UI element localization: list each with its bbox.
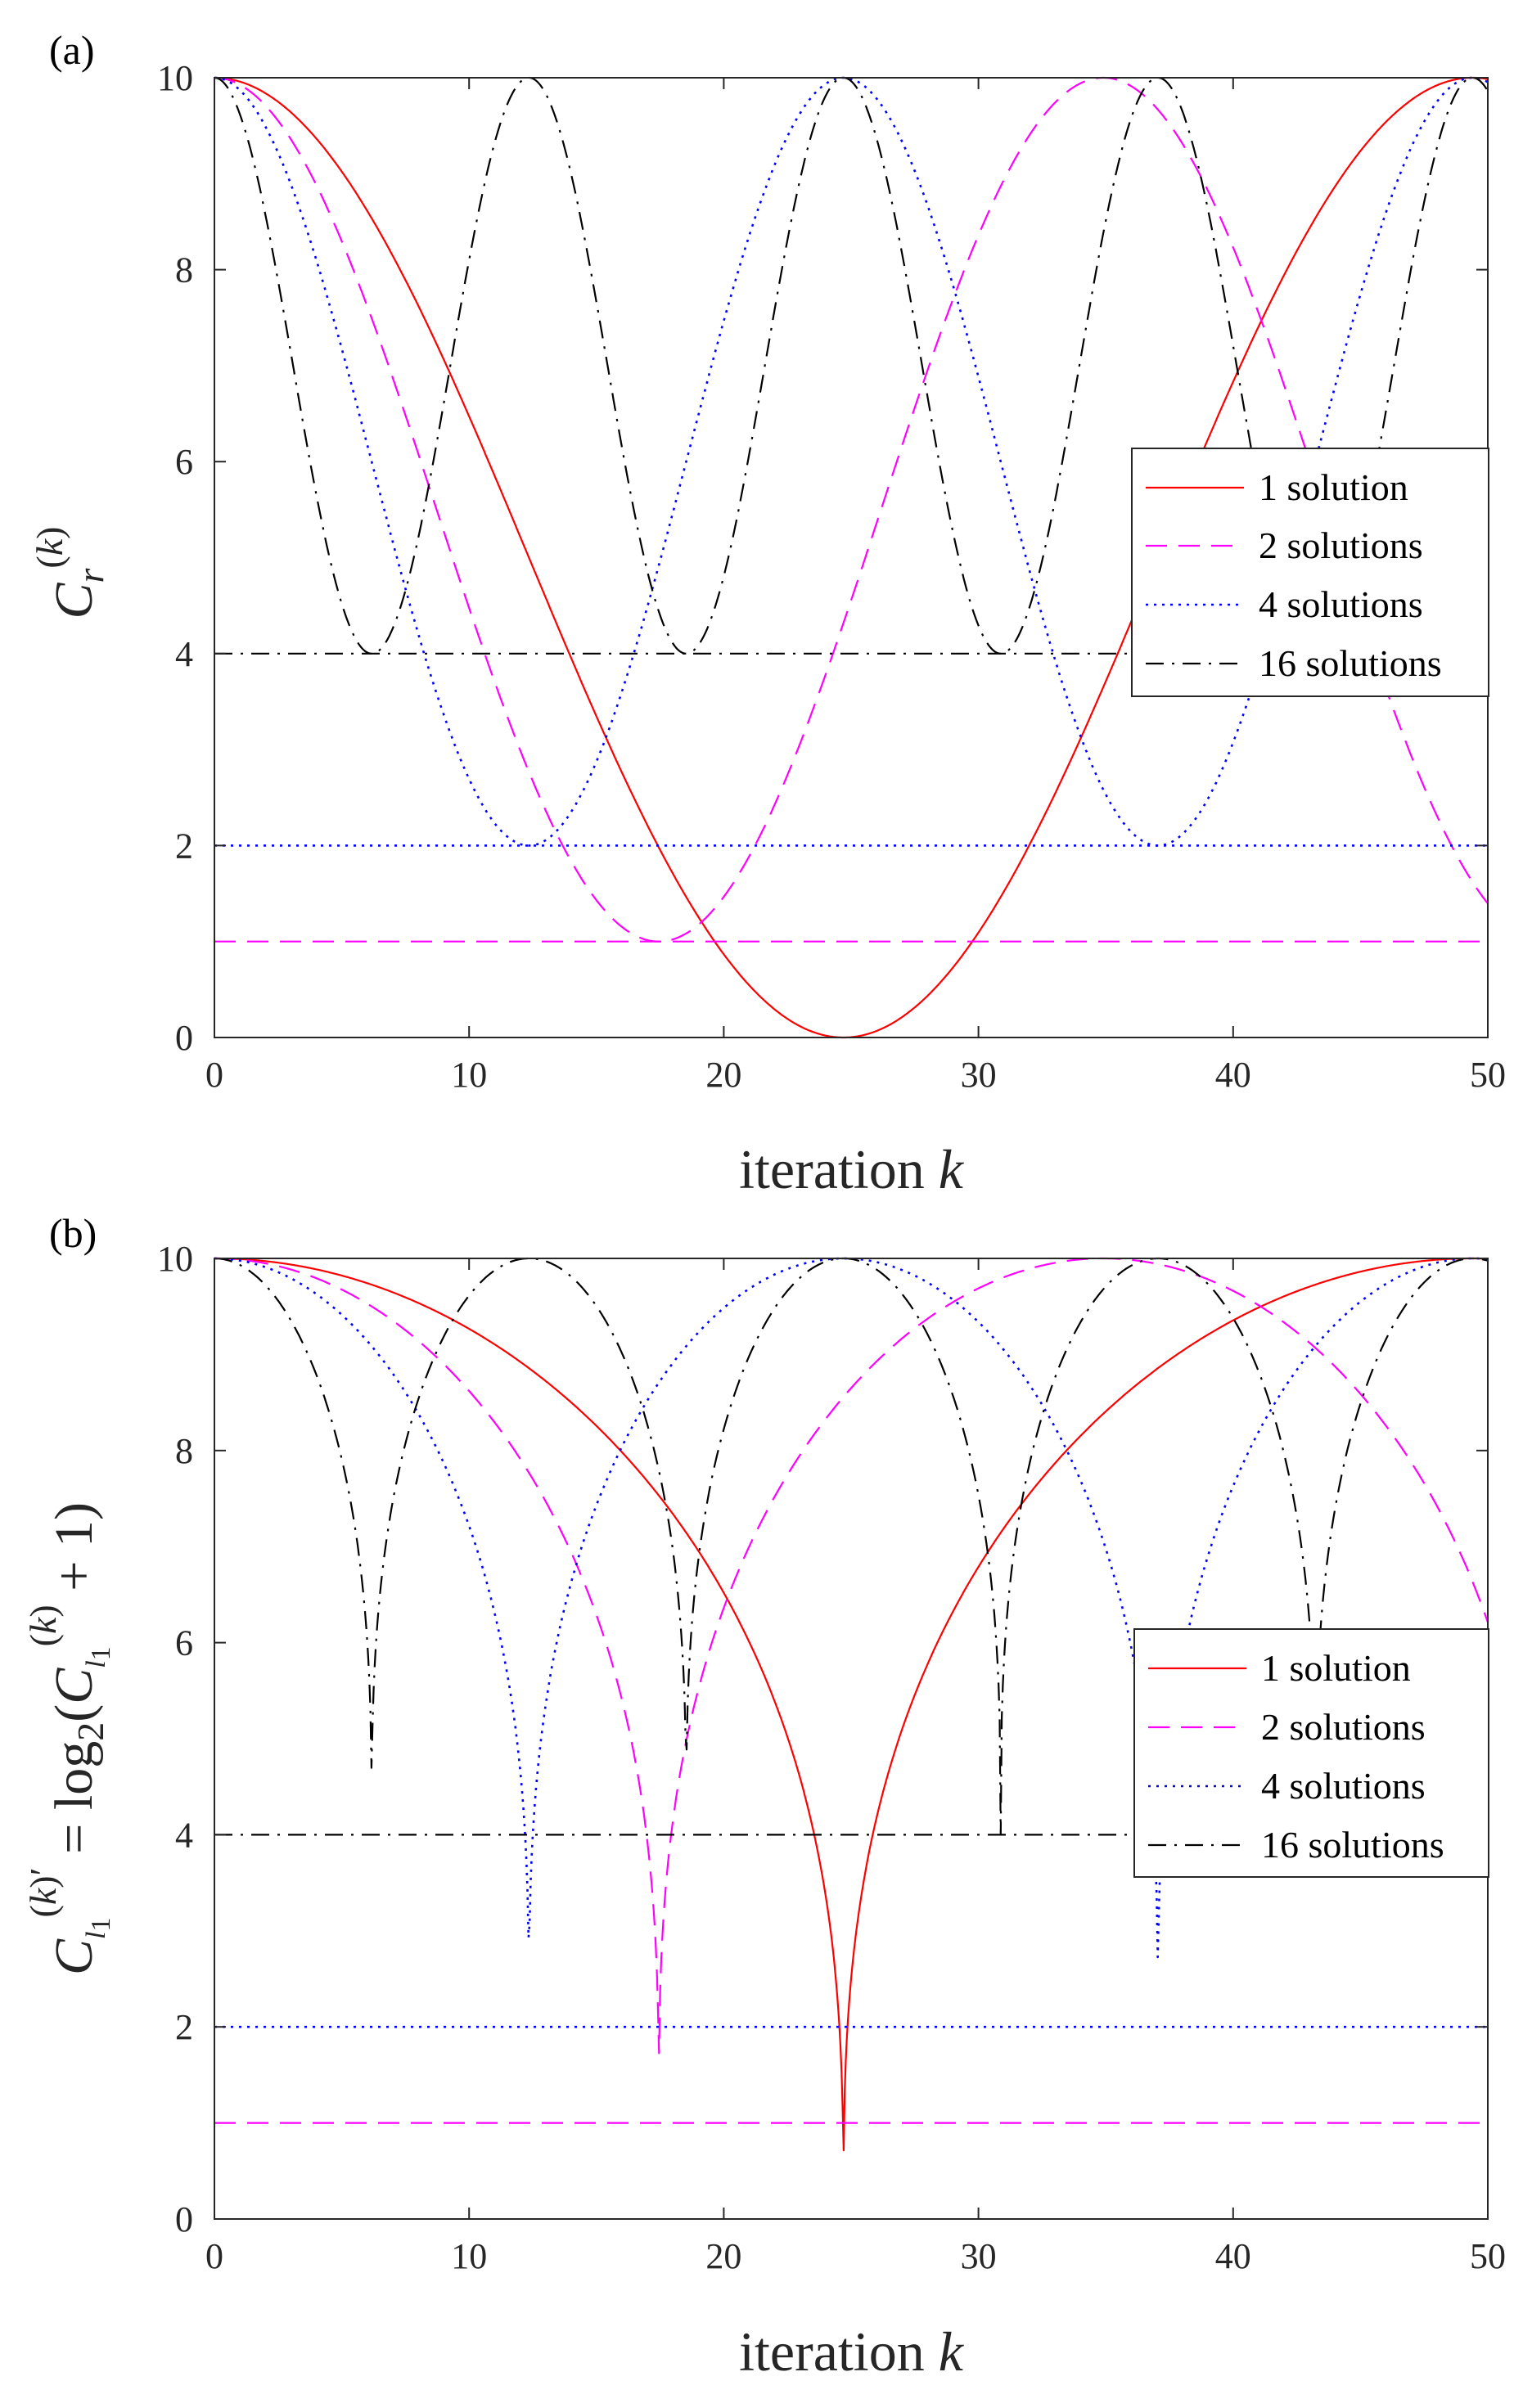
panel-b-legend-label-4: 16 solutions bbox=[1261, 1824, 1444, 1866]
panel-a-xtick-label-4: 40 bbox=[1215, 1055, 1251, 1095]
panel-b-xtick-label-0: 0 bbox=[205, 2236, 223, 2276]
panel-a-xlabel-text: iteration bbox=[739, 1138, 925, 1200]
panel-b-xtick-label-2: 20 bbox=[705, 2236, 741, 2276]
panel-a-series-4-solutions bbox=[214, 76, 1489, 847]
panel-b-series-2-solutions bbox=[214, 1257, 1489, 2055]
panel-a-series-2-solutions bbox=[214, 76, 1489, 943]
panel-a-ytick-label-2: 4 bbox=[175, 634, 193, 674]
panel-b-legend-label-2: 2 solutions bbox=[1261, 1706, 1426, 1748]
panel-a-ytick-label-0: 0 bbox=[175, 1018, 193, 1058]
panel-a-ytick-label-5: 10 bbox=[157, 58, 193, 98]
panel-a-ytick-label-4: 8 bbox=[175, 250, 193, 290]
panel-a-ytick-label-1: 2 bbox=[175, 826, 193, 866]
panel-a-xlabel-var: k bbox=[939, 1138, 965, 1200]
panel-a-ticks: 0 10 20 30 40 50 0 2 4 6 8 10 bbox=[157, 58, 1506, 1095]
panel-a-ylabel-text: Cr(k) bbox=[29, 526, 111, 619]
panel-b-ytick-label-3: 6 bbox=[175, 1623, 193, 1663]
panel-b-ylabel-text: Cl1(k)′ = log2(Cl1(k) + 1) bbox=[22, 1502, 116, 1975]
panel-b-xtick-label-5: 50 bbox=[1470, 2236, 1506, 2276]
panel-b-series-1-solution bbox=[214, 1257, 1488, 2152]
panel-b: (b) 0 10 20 30 40 50 0 2 4 6 8 10 iteration k Cl1(k… bbox=[22, 1210, 1506, 2383]
panel-b-ytick-label-2: 4 bbox=[175, 1815, 193, 1855]
panel-b-ticks: 0 10 20 30 40 50 0 2 4 6 8 10 bbox=[157, 1239, 1506, 2276]
panel-b-xtick-label-1: 10 bbox=[451, 2236, 487, 2276]
panel-b-legend: 1 solution 2 solutions 4 solutions 16 so… bbox=[1133, 1628, 1489, 1878]
panel-a-legend: 1 solution 2 solutions 4 solutions 16 so… bbox=[1131, 448, 1489, 697]
panel-b-legend-label-3: 4 solutions bbox=[1261, 1765, 1426, 1807]
panel-a-legend-label-3: 4 solutions bbox=[1259, 583, 1423, 625]
panel-b-xtick-label-4: 40 bbox=[1215, 2236, 1251, 2276]
panel-a-xtick-label-1: 10 bbox=[451, 1055, 487, 1095]
panel-a-series-16-solutions bbox=[214, 76, 1489, 655]
panel-b-legend-box bbox=[1133, 1628, 1489, 1878]
panel-b-series bbox=[214, 1257, 1489, 2152]
panel-b-xlabel: iteration k bbox=[739, 2320, 965, 2383]
panel-b-xlabel-text: iteration bbox=[739, 2320, 925, 2383]
panel-b-ylabel: Cl1(k)′ = log2(Cl1(k) + 1) bbox=[22, 1502, 116, 1975]
panel-a-xtick-label-2: 20 bbox=[705, 1055, 741, 1095]
panel-b-ytick-label-0: 0 bbox=[175, 2199, 193, 2239]
panel-a-xtick-label-5: 50 bbox=[1470, 1055, 1506, 1095]
panel-a-legend-label-2: 2 solutions bbox=[1259, 524, 1423, 566]
panel-b-ytick-label-5: 10 bbox=[157, 1239, 193, 1279]
panel-b-xtick-label-3: 30 bbox=[961, 2236, 997, 2276]
panel-b-ytick-label-4: 8 bbox=[175, 1431, 193, 1471]
panel-a-legend-label-1: 1 solution bbox=[1259, 466, 1408, 508]
panel-a-xlabel: iteration k bbox=[739, 1138, 965, 1200]
panel-a-label: (a) bbox=[49, 27, 95, 73]
panel-b-ytick-label-1: 2 bbox=[175, 2007, 193, 2047]
panel-a-xtick-label-0: 0 bbox=[205, 1055, 223, 1095]
panel-b-label: (b) bbox=[49, 1210, 97, 1256]
panel-b-xlabel-var: k bbox=[939, 2320, 965, 2383]
panel-a-xtick-label-3: 30 bbox=[961, 1055, 997, 1095]
panel-a-legend-label-4: 16 solutions bbox=[1259, 642, 1442, 684]
panel-a: (a) 0 10 20 30 40 50 0 2 4 6 8 10 iteration k Cr(k)… bbox=[29, 27, 1506, 1200]
panel-b-legend-label-1: 1 solution bbox=[1261, 1647, 1411, 1689]
panel-a-legend-box bbox=[1131, 448, 1489, 697]
panel-a-ylabel: Cr(k) bbox=[29, 526, 111, 619]
panel-a-ytick-label-3: 6 bbox=[175, 442, 193, 482]
